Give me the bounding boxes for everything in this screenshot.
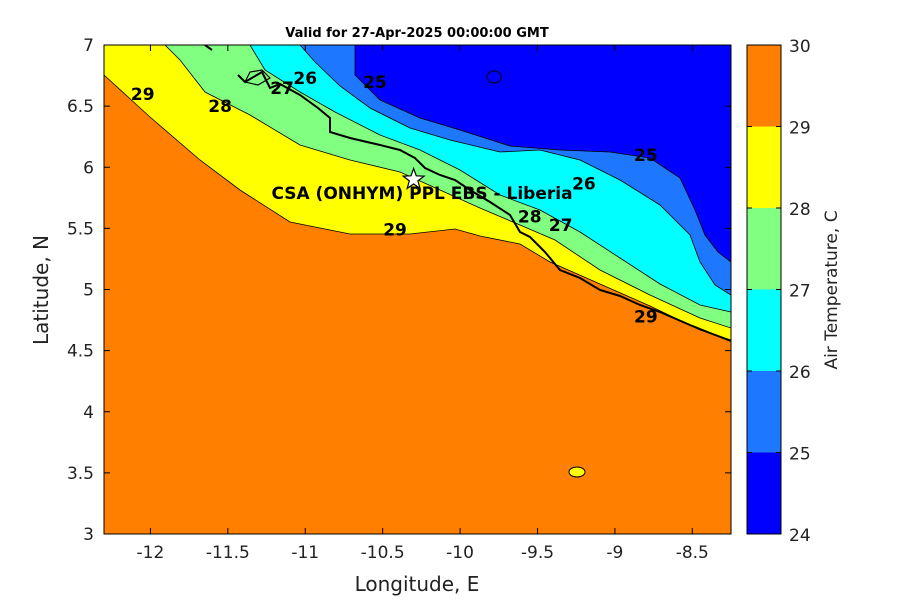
colorbar-tick-label: 24	[789, 526, 811, 546]
contour-label: 28	[518, 207, 542, 227]
station-star	[401, 166, 426, 190]
y-tick-label: 3.5	[67, 464, 94, 484]
x-tick-label: -12	[137, 543, 165, 563]
colorbar-tick-label: 30	[789, 37, 811, 57]
contour-fill-24	[354, 45, 731, 263]
x-tick-label: -11.5	[206, 543, 250, 563]
contour-label: 28	[208, 97, 232, 117]
station-label: CSA (ONHYM) PPL EBS - Liberia	[271, 184, 572, 204]
contour-label: 27	[549, 216, 573, 236]
y-tick-label: 4.5	[67, 342, 94, 362]
contour-label: 27	[270, 79, 294, 99]
colorbar	[747, 45, 781, 534]
y-tick-label: 6	[83, 158, 94, 178]
colorbar-tick-label: 28	[789, 200, 811, 220]
coastline-inlet	[244, 69, 271, 86]
contour-label: 25	[363, 73, 387, 93]
contour-label: 25	[634, 146, 658, 166]
x-tick-label: -9	[606, 543, 623, 563]
colorbar-tick-label: 26	[789, 363, 811, 383]
y-tick-label: 5	[83, 281, 94, 301]
coastline	[204, 45, 731, 342]
x-tick-label: -8.5	[676, 543, 709, 563]
colorbar-ticks: 24 25 26 27 28 29 30	[747, 37, 811, 546]
colorbar-segment	[747, 126, 781, 208]
contour-label: 29	[383, 221, 407, 241]
y-tick-label: 3	[83, 525, 94, 545]
colorbar-segment	[747, 289, 781, 371]
contour-island-small-south	[568, 466, 586, 478]
colorbar-label: Air Temperature, C	[822, 210, 842, 369]
contour-label: 29	[131, 85, 155, 105]
y-tick-label: 5.5	[67, 219, 94, 239]
y-axis-label: Latitude, N	[29, 235, 53, 345]
colorbar-tick-label: 25	[789, 445, 811, 465]
x-tick-label: -10	[446, 543, 474, 563]
y-tick-label: 4	[83, 403, 94, 423]
contour-label: 26	[572, 174, 596, 194]
map-plot-area	[104, 45, 731, 534]
colorbar-segment	[747, 371, 781, 453]
chart-title: Valid for 27-Apr-2025 00:00:00 GMT	[285, 26, 549, 41]
x-tick-label: -9.5	[521, 543, 554, 563]
colorbar-tick-label: 27	[789, 282, 811, 302]
station-marker	[401, 166, 426, 190]
colorbar-segment	[747, 45, 781, 127]
x-tick-label: -11	[291, 543, 319, 563]
colorbar-tick-label: 29	[789, 119, 811, 139]
x-axis-label: Longitude, E	[355, 572, 480, 596]
y-axis: 3 3.5 4 4.5 5 5.5 6 6.5 7	[67, 36, 731, 545]
y-tick-label: 6.5	[67, 97, 94, 117]
contour-island-small-north	[486, 70, 502, 84]
contour-label: 26	[293, 69, 317, 89]
x-tick-label: -10.5	[361, 543, 405, 563]
colorbar-segment	[747, 452, 781, 534]
x-axis: -12 -11.5 -11 -10.5 -10 -9.5 -9 -8.5	[137, 45, 709, 563]
colorbar-segment	[747, 208, 781, 290]
y-tick-label: 7	[83, 36, 94, 56]
contour-label: 29	[634, 308, 658, 328]
